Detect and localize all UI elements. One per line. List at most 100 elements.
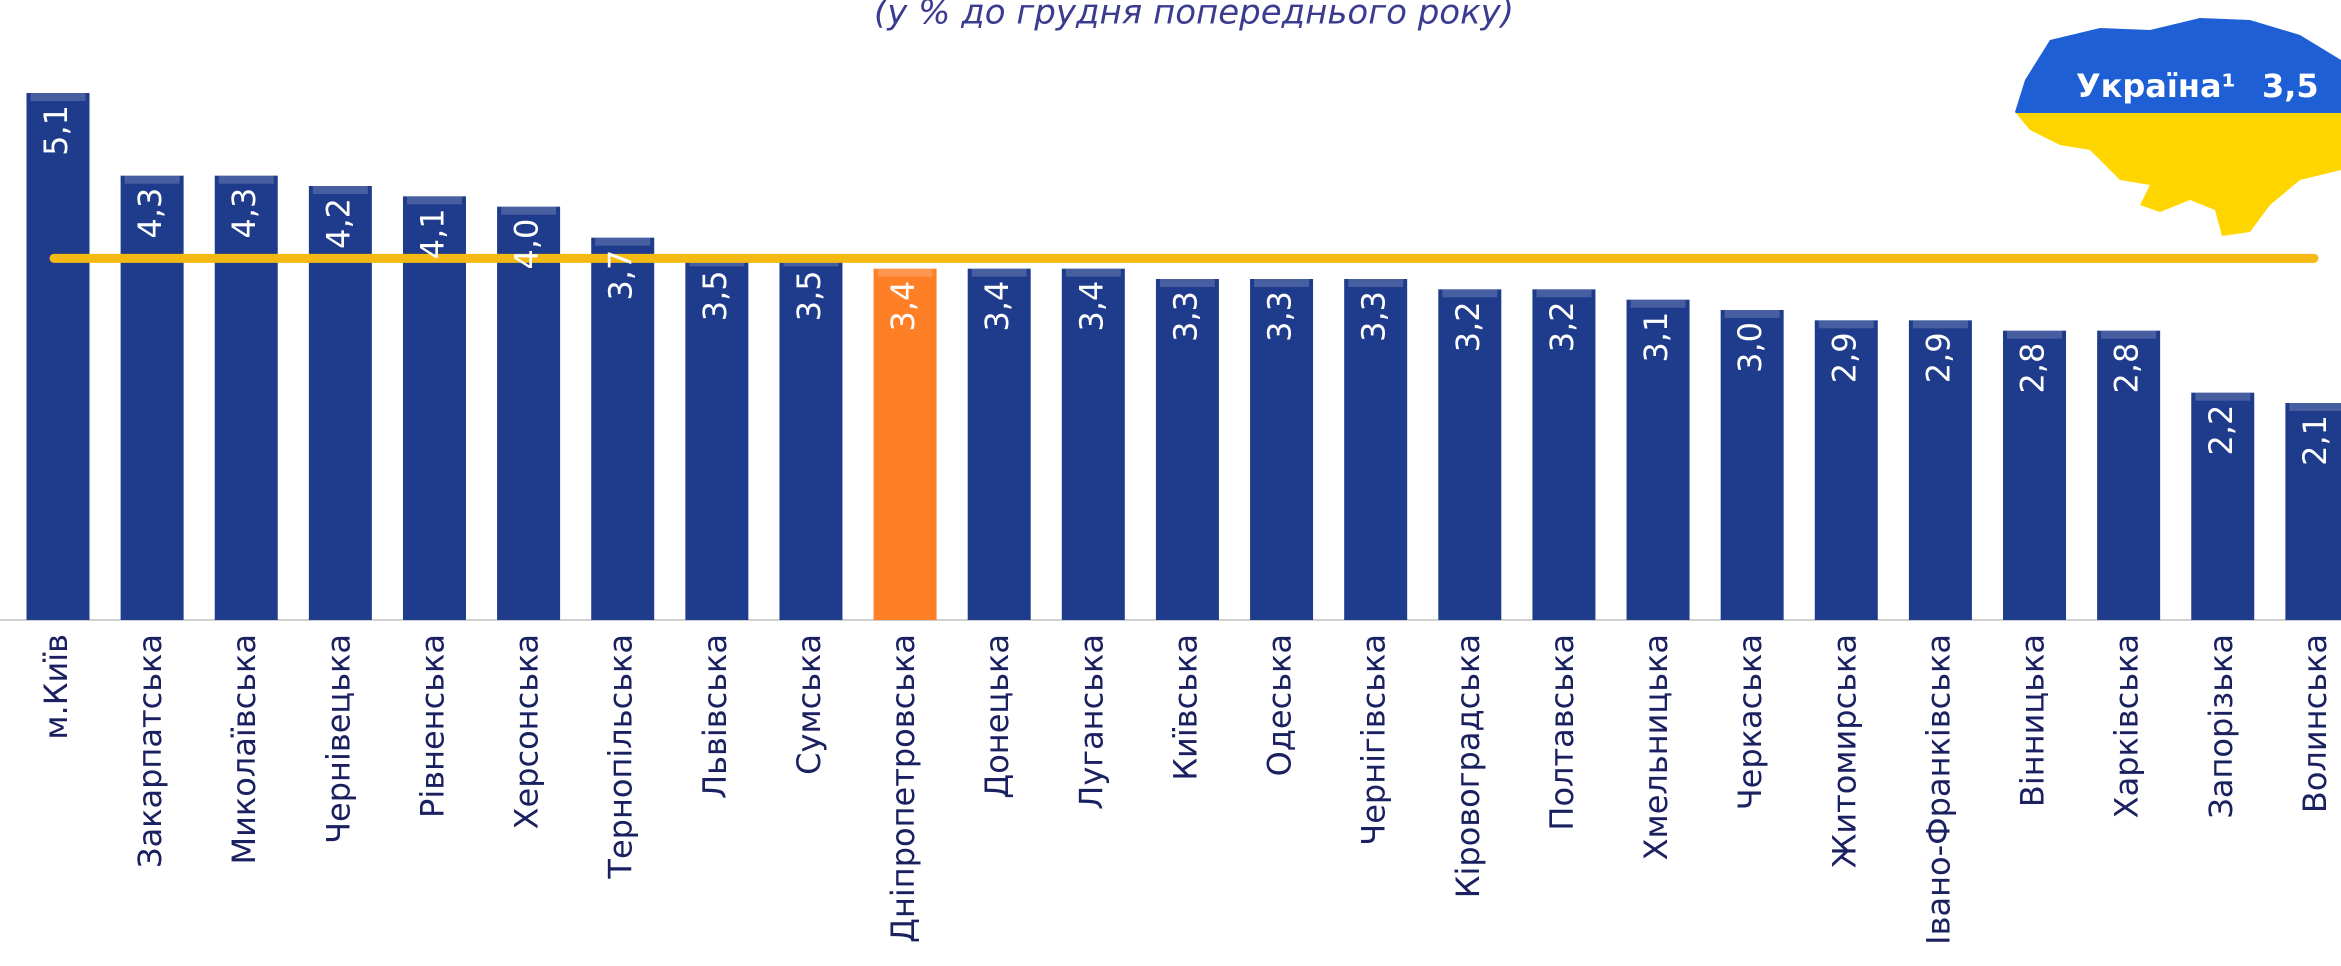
x-tick-label: Луганська xyxy=(1072,634,1110,810)
x-tick-label: Донецька xyxy=(978,634,1016,799)
bar xyxy=(591,237,655,620)
x-tick-label: Закарпатська xyxy=(131,634,169,868)
bar-shine xyxy=(1818,320,1874,329)
bar-shine xyxy=(30,93,86,101)
data-label: 5,1 xyxy=(37,105,75,156)
x-tick-label: Дніпропетровська xyxy=(884,634,922,943)
data-label: 3,2 xyxy=(1543,301,1581,352)
data-label: 4,3 xyxy=(131,188,169,239)
bar xyxy=(120,175,184,620)
x-tick-label: Запорізька xyxy=(2202,634,2240,819)
data-label: 2,9 xyxy=(1919,332,1957,383)
bar-shine xyxy=(312,186,368,194)
bar xyxy=(2097,330,2161,620)
bar xyxy=(779,258,843,620)
bar-shine xyxy=(501,206,557,215)
data-label: 2,2 xyxy=(2202,405,2240,456)
x-tick-label: Чернівецька xyxy=(319,634,357,844)
bar-shine xyxy=(1912,320,1968,329)
data-label: 4,2 xyxy=(319,198,357,249)
bar-shine xyxy=(1442,289,1498,298)
x-tick-label: Рівненська xyxy=(413,634,451,818)
bar-shine xyxy=(218,175,274,184)
bar-shine xyxy=(1630,299,1686,308)
bar-shine xyxy=(1348,279,1404,287)
x-tick-label: Івано-Франківська xyxy=(1919,634,1957,945)
bar xyxy=(873,268,937,620)
bar xyxy=(2003,330,2067,620)
bar xyxy=(1626,299,1690,620)
bar-shine xyxy=(1724,310,1780,318)
bar xyxy=(1438,289,1502,620)
data-label: 2,1 xyxy=(2296,415,2334,466)
bar xyxy=(402,196,466,621)
x-tick-label: Харківська xyxy=(2108,634,2146,818)
bar-shine xyxy=(595,237,651,246)
reference-value-label: 3,5 xyxy=(2262,67,2319,105)
bar xyxy=(214,175,278,620)
bar xyxy=(497,206,561,620)
data-label: 3,1 xyxy=(1637,312,1675,363)
x-tick-label: Житомирська xyxy=(1825,634,1863,868)
bar-shine xyxy=(1254,279,1310,287)
x-tick-label: Чернігівська xyxy=(1355,634,1393,846)
bar-shine xyxy=(2101,330,2157,339)
x-tick-label: Одеська xyxy=(1261,634,1299,776)
bar-shine xyxy=(971,268,1027,277)
data-label: 2,8 xyxy=(2108,343,2146,394)
data-label: 2,8 xyxy=(2014,343,2052,394)
bar xyxy=(1814,320,1878,620)
data-label: 3,4 xyxy=(978,281,1016,332)
bar-shine xyxy=(877,268,933,277)
bar-shine xyxy=(2007,330,2063,339)
map-icon xyxy=(2015,18,2341,236)
bar-shine xyxy=(406,196,462,205)
x-tick-label: Полтавська xyxy=(1543,634,1581,831)
data-label: 3,0 xyxy=(1731,322,1769,373)
bar-shine xyxy=(2195,392,2251,401)
bar-shine xyxy=(1536,289,1592,298)
data-label: 3,3 xyxy=(1261,291,1299,342)
x-tick-label: Сумська xyxy=(790,634,828,775)
bar xyxy=(2285,403,2341,620)
x-tick-label: Львівська xyxy=(696,634,734,799)
bar-shine xyxy=(1065,268,1121,277)
chart-subtitle: (у % до грудня попереднього року) xyxy=(874,0,1514,33)
x-tick-label: Миколаївська xyxy=(225,634,263,865)
bar xyxy=(1720,310,1784,620)
x-tick-label: Київська xyxy=(1166,634,1204,781)
data-label: 3,4 xyxy=(1072,281,1110,332)
data-label: 4,0 xyxy=(508,219,546,270)
bar xyxy=(685,258,749,620)
bar xyxy=(1155,279,1219,620)
data-label: 3,3 xyxy=(1355,291,1393,342)
bar xyxy=(967,268,1031,620)
bar xyxy=(1532,289,1596,620)
x-tick-label: Хмельницька xyxy=(1637,634,1675,860)
bar xyxy=(1250,279,1314,620)
bar-shine xyxy=(124,175,180,184)
x-tick-label: Кіровоградська xyxy=(1449,634,1487,898)
bar xyxy=(26,93,90,620)
data-label: 4,3 xyxy=(225,188,263,239)
bar xyxy=(1908,320,1972,620)
x-tick-label: Тернопільська xyxy=(602,634,640,880)
x-tick-label: Херсонська xyxy=(508,634,546,829)
data-label: 3,7 xyxy=(602,250,640,301)
bar xyxy=(1061,268,1125,620)
bar xyxy=(308,186,372,620)
data-label: 3,3 xyxy=(1166,291,1204,342)
bar-shine xyxy=(2289,403,2341,411)
x-tick-label: Волинська xyxy=(2296,634,2334,813)
data-label: 3,4 xyxy=(884,281,922,332)
data-label: 2,9 xyxy=(1825,332,1863,383)
bar-shine xyxy=(1159,279,1215,287)
x-tick-label: Вінницька xyxy=(2014,634,2052,807)
reference-label: Україна¹ xyxy=(2076,67,2236,105)
x-tick-label: Черкаська xyxy=(1731,634,1769,810)
data-label: 3,2 xyxy=(1449,301,1487,352)
bar xyxy=(2191,392,2255,620)
data-label: 3,5 xyxy=(790,270,828,321)
data-label: 3,5 xyxy=(696,270,734,321)
